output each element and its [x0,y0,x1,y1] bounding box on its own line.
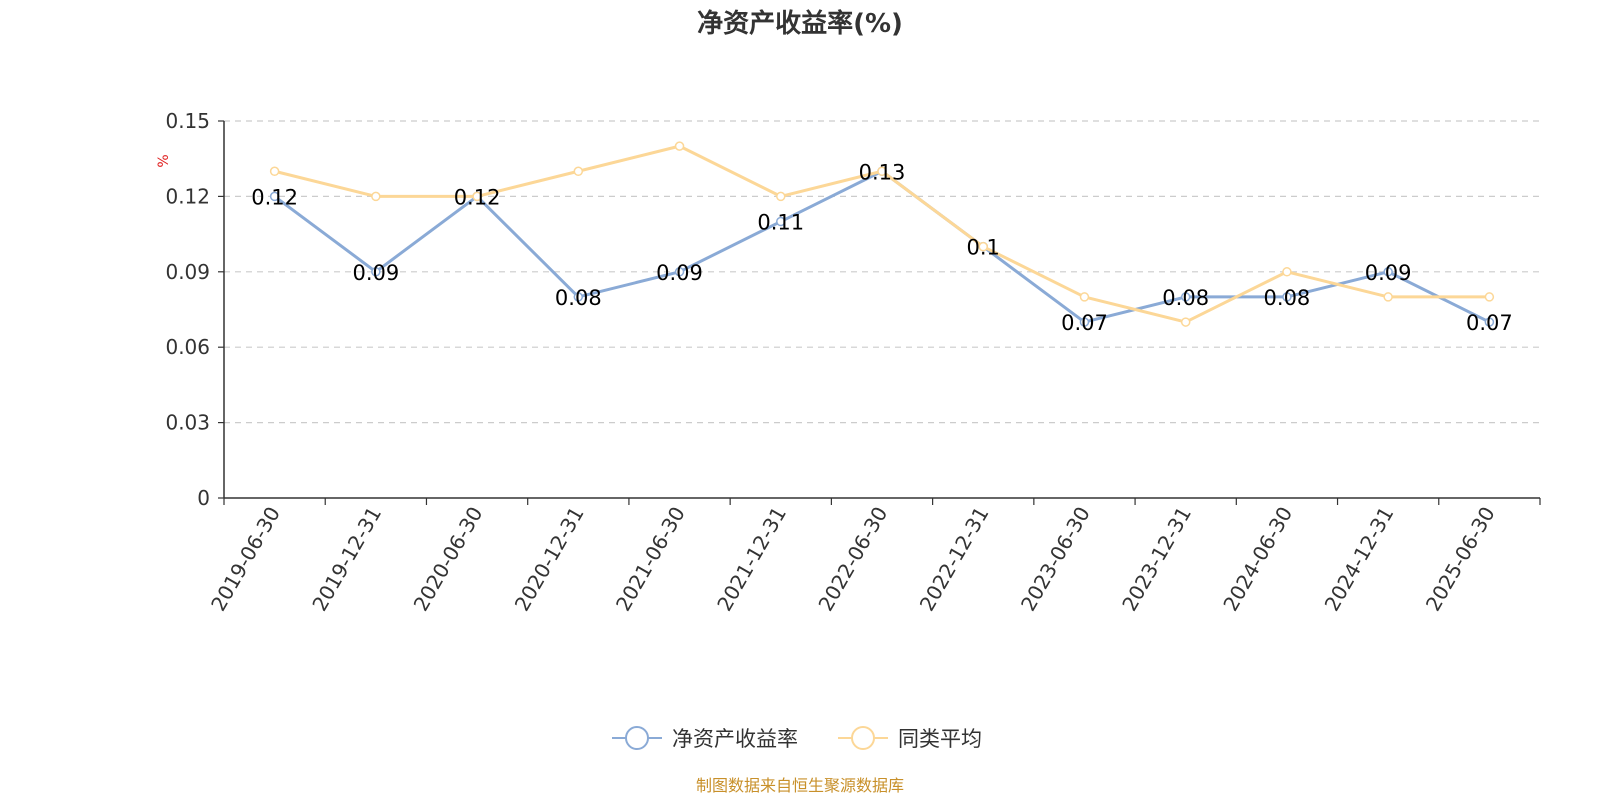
x-tick-label: 2023-06-30 [1016,503,1095,616]
data-label: 0.07 [1466,311,1513,335]
x-tick-label: 2022-06-30 [813,503,892,616]
data-label: 0.09 [352,261,399,285]
series-point-1 [877,166,887,177]
data-label: 0.09 [656,261,703,285]
legend[interactable]: 净资产收益率 同类平均 [612,726,982,751]
legend-item-0[interactable]: 净资产收益率 [612,726,798,751]
legend-item-1[interactable]: 同类平均 [838,726,982,751]
series-point-0 [371,267,381,277]
source-note: 制图数据来自恒生聚源数据库 [696,776,904,795]
y-tick-label: 0 [197,486,210,510]
series-point-1 [1484,292,1495,302]
legend-marker [625,726,649,750]
y-tick-label: 0.03 [165,411,210,435]
x-tick-label: 2023-12-31 [1117,503,1196,616]
series-point-0 [1484,317,1495,327]
series-point-1 [776,191,786,202]
x-tick-label: 2021-12-31 [712,503,791,616]
series-point-1 [371,191,381,202]
chart-title: 净资产收益率(%) [697,8,903,39]
x-tick-label: 2020-12-31 [510,503,589,616]
y-tick-label: 0.15 [165,109,210,133]
data-label: 0.09 [1365,261,1412,285]
axes [223,121,1540,499]
data-label: 0.07 [1061,311,1108,335]
data-label: 0.12 [251,185,298,209]
x-tick-label: 2019-06-30 [206,503,285,616]
legend-label: 同类平均 [898,727,982,751]
legend-marker [851,726,875,750]
legend-label: 净资产收益率 [672,727,798,751]
y-axis-unit: % [156,154,172,167]
data-label: 0.08 [555,286,602,310]
series-point-1 [573,166,584,177]
data-label: 0.08 [1264,286,1311,310]
series-point-1 [1079,292,1090,302]
y-tick-label: 0.09 [165,260,210,284]
x-tick-label: 2025-06-30 [1421,503,1500,616]
data-label: 0.13 [859,160,906,184]
data-label: 0.12 [454,185,501,209]
series-point-1 [1180,317,1191,327]
data-label: 0.08 [1162,286,1209,310]
y-tick-label: 0.06 [165,335,210,359]
series-point-0 [1079,317,1090,327]
series-point-0 [573,292,584,302]
series-point-0 [1282,292,1292,302]
x-tick-label: 2024-12-31 [1320,503,1399,616]
x-tick-label: 2019-12-31 [307,503,386,616]
series-point-1 [978,241,988,252]
series-point-1 [472,191,482,202]
y-axis-ticks: 0 0.03 0.06 0.09 0.12 0.15 [165,109,224,510]
series-point-1 [1383,292,1393,302]
x-tick-label: 2021-06-30 [611,503,690,616]
series-point-0 [1383,267,1393,277]
x-tick-label: 2022-12-31 [915,502,994,615]
series-point-0 [1180,292,1191,302]
series-point-1 [1282,267,1292,277]
data-label: 0.1 [967,236,1000,260]
x-tick-label: 2020-06-30 [409,502,488,615]
x-tick-label: 2024-06-30 [1218,503,1297,616]
series-point-1 [269,166,280,177]
y-tick-label: 0.12 [165,184,210,208]
series-group [269,141,1495,327]
series-point-0 [674,267,685,277]
data-label: 0.11 [757,211,804,235]
series-point-1 [674,141,685,151]
series-point-0 [269,191,280,202]
x-axis-ticks: 2019-06-30 2019-12-31 2020-06-30 2020-12-31… [206,498,1541,616]
series-point-0 [776,216,786,227]
data-labels: 0.12 0.09 0.12 0.08 0.09 0.11 0.13 0.1 0.07 0.08 0… [251,160,1513,335]
